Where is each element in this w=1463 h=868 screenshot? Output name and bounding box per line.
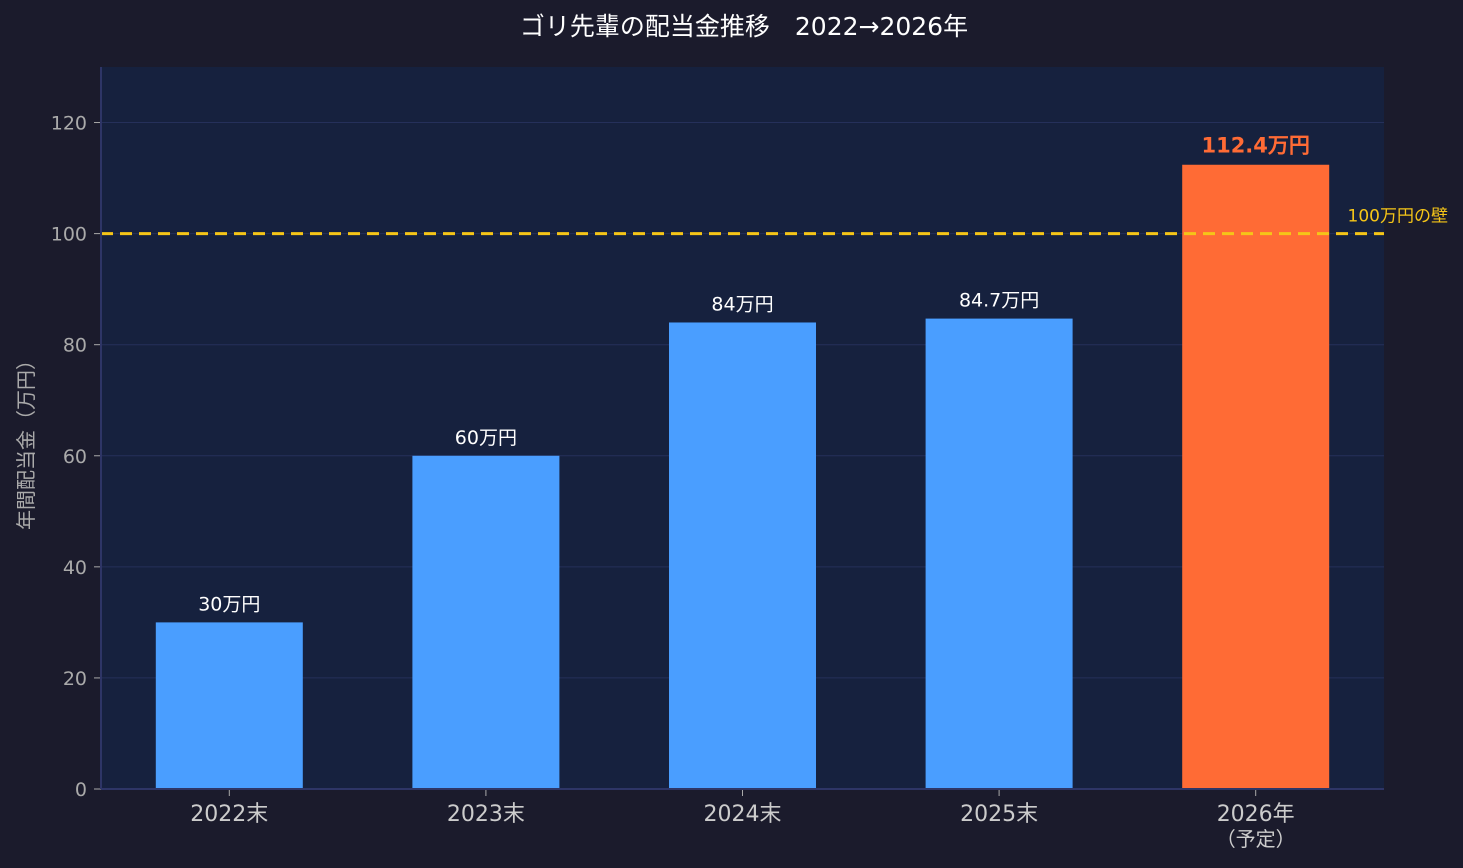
data-label: 30万円 bbox=[198, 593, 260, 615]
data-label: 84万円 bbox=[711, 293, 773, 315]
y-axis-label: 年間配当金（万円） bbox=[14, 350, 38, 530]
y-tick-label: 100 bbox=[51, 224, 87, 246]
bar bbox=[412, 455, 560, 789]
data-label: 60万円 bbox=[455, 427, 517, 449]
reference-line-label: 100万円の壁 bbox=[1348, 207, 1448, 227]
chart-title: ゴリ先輩の配当金推移 2022→2026年 bbox=[520, 12, 968, 41]
x-tick-label: 2023末 bbox=[447, 802, 525, 827]
y-tick-label: 80 bbox=[63, 335, 87, 357]
x-tick-sublabel: （予定） bbox=[1216, 827, 1296, 851]
x-tick-label: 2026年 bbox=[1217, 802, 1295, 827]
x-tick-label: 2022末 bbox=[190, 802, 268, 827]
y-tick-label: 120 bbox=[51, 113, 87, 135]
bar bbox=[669, 322, 816, 789]
y-tick-label: 40 bbox=[63, 557, 87, 579]
x-tick-label: 2025末 bbox=[960, 802, 1038, 827]
data-label: 112.4万円 bbox=[1201, 134, 1309, 158]
x-tick-label: 2024末 bbox=[704, 802, 782, 827]
y-tick-label: 60 bbox=[63, 446, 87, 468]
y-tick-label: 0 bbox=[75, 779, 87, 801]
bar bbox=[925, 318, 1073, 789]
bar bbox=[155, 622, 303, 789]
bar bbox=[1182, 164, 1330, 790]
y-tick-label: 20 bbox=[63, 668, 87, 690]
data-label: 84.7万円 bbox=[959, 290, 1039, 312]
